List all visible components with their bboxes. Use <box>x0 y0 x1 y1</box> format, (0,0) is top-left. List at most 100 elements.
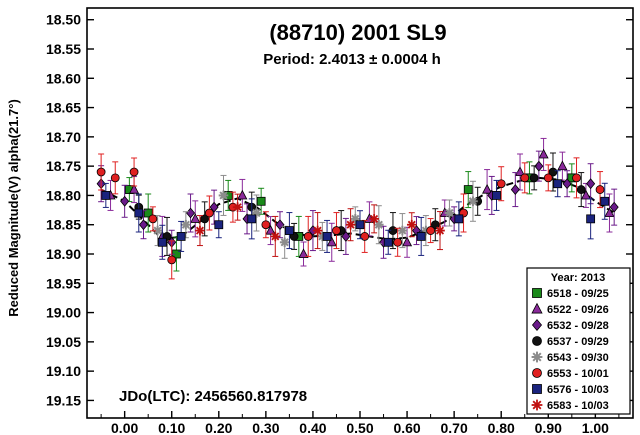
data-point <box>444 208 455 218</box>
data-point <box>576 185 586 194</box>
y-tick-label: 18.55 <box>46 41 81 57</box>
x-tick-label: 0.00 <box>111 420 138 435</box>
data-point <box>312 225 323 236</box>
data-point <box>586 214 596 224</box>
data-point <box>200 214 210 224</box>
data-point <box>374 219 384 230</box>
legend-marker-3 <box>532 336 542 346</box>
data-point <box>214 220 224 230</box>
data-point <box>562 178 572 190</box>
data-point <box>190 213 201 223</box>
legend-entry-label: 6553 - 10/01 <box>547 368 609 380</box>
data-point <box>341 231 351 242</box>
data-point <box>322 232 332 241</box>
data-point <box>369 214 379 224</box>
data-point <box>129 183 140 194</box>
data-point <box>595 185 605 194</box>
data-point <box>270 231 281 242</box>
data-point <box>604 207 615 218</box>
data-point <box>538 148 549 159</box>
y-tick-label: 18.85 <box>46 217 81 233</box>
legend-entry-label: 6543 - 09/30 <box>547 352 609 364</box>
data-point <box>134 208 144 218</box>
data-point <box>534 160 544 172</box>
legend-marker-4 <box>531 351 543 363</box>
data-point <box>298 248 309 259</box>
legend-entry-label: 6576 - 10/03 <box>547 384 609 396</box>
legend-marker-5 <box>532 368 542 378</box>
data-point <box>120 195 130 207</box>
data-point <box>138 219 149 231</box>
x-tick-label: 0.70 <box>441 420 468 435</box>
y-tick-label: 18.50 <box>46 12 81 28</box>
legend-marker-6 <box>532 384 542 394</box>
series-7 <box>195 193 445 257</box>
y-axis-label: Reduced Magnitude(V) alpha(21.7°) <box>6 99 21 317</box>
data-point <box>204 208 214 218</box>
data-point <box>557 160 568 171</box>
data-point <box>360 232 370 241</box>
x-tick-label: 0.50 <box>346 420 373 435</box>
data-point <box>406 219 417 230</box>
data-point <box>181 219 191 230</box>
data-point <box>580 189 591 200</box>
data-point <box>492 191 501 200</box>
data-point <box>586 178 596 190</box>
chart-title: (88710) 2001 SL9 <box>269 20 446 45</box>
y-tick-label: 19.00 <box>46 305 81 321</box>
data-point <box>218 190 229 201</box>
data-point <box>454 214 464 224</box>
data-point <box>397 225 408 236</box>
legend-title: Year: 2013 <box>551 272 605 284</box>
legend-marker-2 <box>531 318 543 332</box>
data-point <box>157 237 167 247</box>
legend-entry-label: 6532 - 09/28 <box>547 320 609 332</box>
legend-marker-1 <box>531 302 543 314</box>
data-point <box>543 173 553 183</box>
x-tick-label: 0.10 <box>158 420 185 435</box>
y-tick-label: 18.65 <box>46 100 81 116</box>
x-tick-label: 0.30 <box>252 420 279 435</box>
data-point <box>553 179 563 189</box>
series-0 <box>124 161 577 272</box>
data-point <box>143 208 153 218</box>
data-point <box>167 255 177 265</box>
data-point <box>609 201 619 213</box>
legend-box <box>526 267 631 415</box>
series-6 <box>101 170 610 260</box>
data-point <box>468 196 478 207</box>
data-point <box>435 225 445 236</box>
axes-layer: 0.00 0.10 0.20 0.30 0.40 0.50 0.60 0.70 0.80 0.90… <box>46 12 633 435</box>
data-point <box>402 236 413 247</box>
data-point <box>332 226 341 235</box>
data-point <box>303 232 313 241</box>
data-point <box>510 184 520 195</box>
x-tick-label: 0.20 <box>205 420 232 435</box>
data-point <box>548 167 558 177</box>
data-point <box>101 191 111 200</box>
series-5 <box>96 153 605 280</box>
legend-marker-0 <box>532 288 542 298</box>
data-point <box>426 226 436 235</box>
data-point <box>195 225 205 236</box>
jdo-annotation: JDo(LTC): 2456560.817978 <box>119 388 307 405</box>
legend-entries: 6518 - 09/25 6522 - 09/26 6532 - 09/28 6537… <box>531 288 609 412</box>
data-point <box>279 237 290 248</box>
data-point <box>275 219 285 231</box>
data-point <box>482 183 493 194</box>
series-1 <box>105 137 615 267</box>
x-tick-label: 0.60 <box>393 420 420 435</box>
data-point <box>96 167 106 177</box>
data-point <box>110 173 120 183</box>
data-point <box>232 202 243 212</box>
data-point <box>529 173 539 183</box>
y-tick-label: 18.70 <box>46 129 81 145</box>
y-tick-label: 18.90 <box>46 246 81 262</box>
y-tick-label: 18.95 <box>46 275 81 291</box>
data-point <box>176 232 186 241</box>
data-point <box>256 196 266 206</box>
data-point <box>411 225 422 236</box>
data-point <box>383 237 393 247</box>
data-point <box>416 232 426 241</box>
